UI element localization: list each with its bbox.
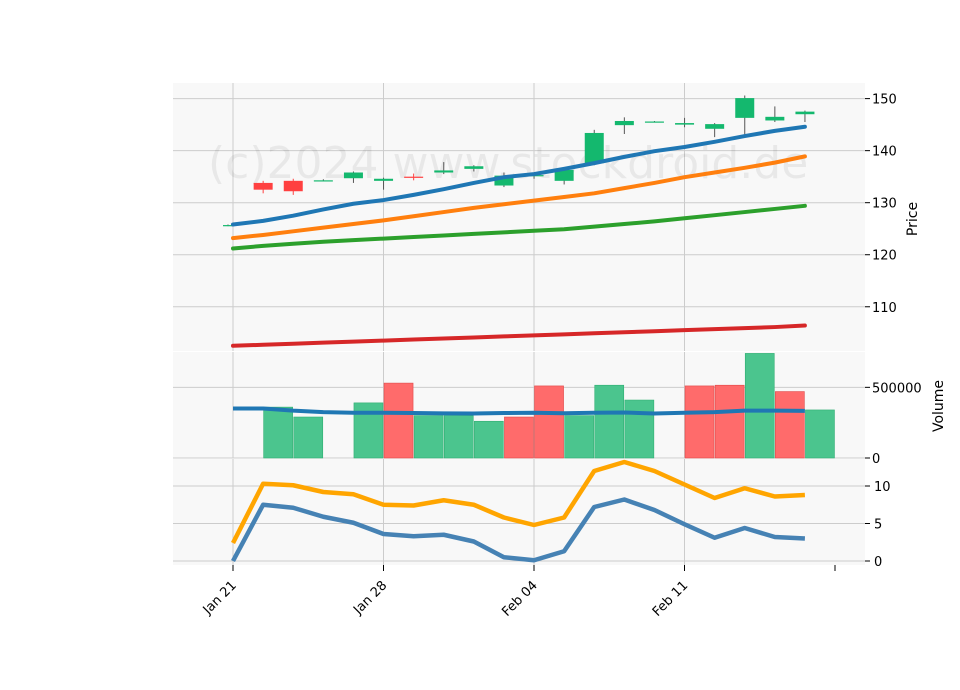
candle-body xyxy=(735,98,755,118)
candle-body xyxy=(464,166,484,169)
candle-body xyxy=(313,180,333,182)
candle-body xyxy=(705,124,725,129)
candle-body xyxy=(584,132,604,164)
indicator-lines xyxy=(230,124,807,563)
candle-body xyxy=(404,176,424,178)
price-tick-label: 140 xyxy=(872,145,897,160)
candle-body xyxy=(765,116,785,121)
candle-body xyxy=(343,172,363,179)
volume-bar xyxy=(504,416,534,459)
indicator-tick-label: 5 xyxy=(874,518,882,533)
volume-bar xyxy=(564,415,594,459)
x-tick-label: Feb 04 xyxy=(499,578,541,620)
moving-average-ma_mid xyxy=(231,154,807,241)
indicator-tick-label: 10 xyxy=(874,480,891,495)
price-tick-label: 110 xyxy=(872,301,897,316)
volume-bar xyxy=(775,391,805,459)
volume-bars xyxy=(263,353,835,459)
volume-bar xyxy=(383,382,414,459)
oscillator-line-osc_b xyxy=(231,497,806,563)
volume-bar xyxy=(624,399,655,459)
volume-bar xyxy=(474,420,504,459)
oscillator-line-osc_a xyxy=(230,459,806,545)
candle-body xyxy=(614,120,634,126)
moving-average-ma_fast xyxy=(231,124,807,227)
volume-average-line xyxy=(233,406,805,416)
volume-tick-label: 0 xyxy=(872,452,880,467)
volume-bar xyxy=(684,385,715,459)
candle-body xyxy=(494,175,514,186)
moving-average-ma_long xyxy=(231,323,807,348)
volume-bar xyxy=(413,415,444,459)
candle-body xyxy=(554,169,574,181)
volume-bar xyxy=(805,409,835,459)
candle-body xyxy=(644,121,664,123)
price-tick-label: 150 xyxy=(872,93,897,108)
volume-bar xyxy=(293,416,324,459)
x-tick-label: Jan 21 xyxy=(200,578,240,618)
x-tick-label: Feb 11 xyxy=(650,578,692,620)
price-tick-label: 120 xyxy=(872,249,897,264)
indicator-panel-bg xyxy=(173,459,865,565)
candle-body xyxy=(223,225,233,227)
indicator-tick-label: 0 xyxy=(874,555,882,570)
volume-tick-label: 500000 xyxy=(872,381,922,396)
volume-axis-label: Volume xyxy=(931,380,947,432)
candle-body xyxy=(283,180,303,192)
volume-bar xyxy=(534,385,564,459)
candle-body xyxy=(434,170,454,173)
x-tick-label: Jan 28 xyxy=(350,578,390,618)
volume-bar xyxy=(263,406,293,459)
volume-bar xyxy=(714,384,745,459)
candle-body xyxy=(795,111,815,115)
price-tick-label: 130 xyxy=(872,197,897,212)
volume-bar xyxy=(594,384,625,459)
candle-body xyxy=(253,182,273,190)
candle-body xyxy=(675,123,695,125)
volume-bar xyxy=(744,353,775,459)
price-axis-label: Price xyxy=(905,202,921,236)
volume-bar xyxy=(443,415,474,459)
candle-body xyxy=(374,178,394,181)
moving-average-ma_slow xyxy=(231,203,807,251)
